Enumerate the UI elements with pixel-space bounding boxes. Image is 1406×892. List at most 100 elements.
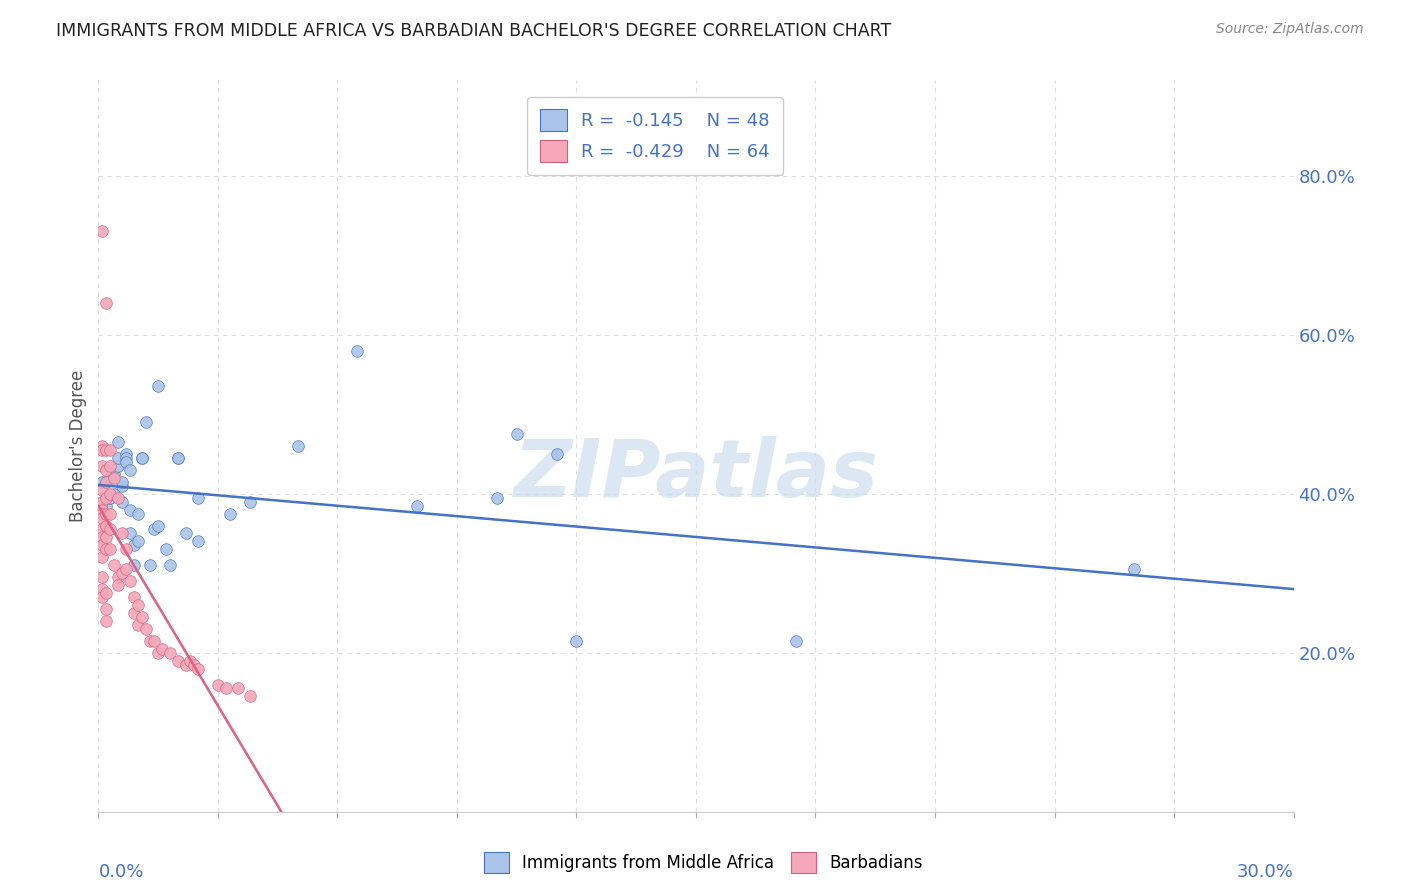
Point xyxy=(96,602,118,616)
Point xyxy=(96,491,118,505)
Point xyxy=(107,435,129,450)
Point xyxy=(107,491,129,505)
Point xyxy=(148,518,170,533)
Point xyxy=(115,455,138,469)
Point xyxy=(124,558,146,573)
Point xyxy=(103,471,125,485)
Point xyxy=(96,296,118,310)
Point xyxy=(98,491,122,505)
Point xyxy=(91,507,114,521)
Point xyxy=(103,467,125,481)
Point xyxy=(96,475,118,489)
Point xyxy=(120,574,142,589)
Point xyxy=(91,530,114,544)
Point xyxy=(96,463,118,477)
Point xyxy=(150,641,173,656)
Point xyxy=(98,486,122,500)
Point xyxy=(91,570,114,584)
Point xyxy=(111,526,134,541)
Point xyxy=(120,502,142,516)
Point xyxy=(215,681,238,696)
Point xyxy=(167,450,190,465)
Point xyxy=(187,491,209,505)
Point xyxy=(159,646,181,660)
Point xyxy=(107,570,129,584)
Point xyxy=(111,566,134,581)
Point xyxy=(91,502,114,516)
Point xyxy=(120,526,142,541)
Point xyxy=(485,491,508,505)
Point xyxy=(107,458,129,473)
Text: IMMIGRANTS FROM MIDDLE AFRICA VS BARBADIAN BACHELOR'S DEGREE CORRELATION CHART: IMMIGRANTS FROM MIDDLE AFRICA VS BARBADI… xyxy=(56,22,891,40)
Point xyxy=(135,415,157,429)
Point xyxy=(167,450,190,465)
Point xyxy=(1123,562,1146,576)
Point xyxy=(91,494,114,508)
Point xyxy=(107,450,129,465)
Text: ZIPatlas: ZIPatlas xyxy=(513,436,879,515)
Point xyxy=(506,427,529,442)
Point xyxy=(179,654,201,668)
Point xyxy=(91,439,114,453)
Point xyxy=(239,494,262,508)
Point xyxy=(159,558,181,573)
Text: 0.0%: 0.0% xyxy=(98,863,143,881)
Point xyxy=(96,518,118,533)
Point xyxy=(239,690,262,704)
Point xyxy=(155,542,177,557)
Point xyxy=(96,586,118,600)
Point xyxy=(96,442,118,457)
Point xyxy=(565,633,588,648)
Point xyxy=(127,618,149,632)
Point xyxy=(98,458,122,473)
Point xyxy=(96,542,118,557)
Point xyxy=(124,606,146,620)
Text: Source: ZipAtlas.com: Source: ZipAtlas.com xyxy=(1216,22,1364,37)
Point xyxy=(127,507,149,521)
Point xyxy=(226,681,249,696)
Point xyxy=(91,538,114,552)
Point xyxy=(91,550,114,565)
Point xyxy=(96,475,118,489)
Point xyxy=(167,654,190,668)
Point xyxy=(103,558,125,573)
Point xyxy=(127,534,149,549)
Point xyxy=(91,483,114,497)
Text: 30.0%: 30.0% xyxy=(1237,863,1294,881)
Point xyxy=(183,657,205,672)
Point xyxy=(91,475,114,489)
Point xyxy=(111,494,134,508)
Legend: R =  -0.145    N = 48, R =  -0.429    N = 64: R = -0.145 N = 48, R = -0.429 N = 64 xyxy=(527,96,783,175)
Point xyxy=(546,447,568,461)
Point xyxy=(98,471,122,485)
Point xyxy=(131,450,153,465)
Point xyxy=(148,646,170,660)
Point xyxy=(91,224,114,238)
Point xyxy=(96,507,118,521)
Point xyxy=(107,578,129,592)
Point xyxy=(115,450,138,465)
Point xyxy=(143,633,166,648)
Point xyxy=(111,479,134,493)
Point xyxy=(98,442,122,457)
Point xyxy=(143,523,166,537)
Point xyxy=(91,582,114,596)
Point xyxy=(131,610,153,624)
Point xyxy=(124,590,146,604)
Point xyxy=(98,542,122,557)
Point xyxy=(287,439,309,453)
Point xyxy=(91,458,114,473)
Point xyxy=(139,633,162,648)
Point xyxy=(91,510,114,524)
Point xyxy=(124,538,146,552)
Point xyxy=(115,562,138,576)
Legend: Immigrants from Middle Africa, Barbadians: Immigrants from Middle Africa, Barbadian… xyxy=(477,846,929,880)
Point xyxy=(131,450,153,465)
Point xyxy=(115,447,138,461)
Point xyxy=(406,499,429,513)
Point xyxy=(103,486,125,500)
Point xyxy=(115,542,138,557)
Point xyxy=(219,507,242,521)
Point xyxy=(91,590,114,604)
Point xyxy=(139,558,162,573)
